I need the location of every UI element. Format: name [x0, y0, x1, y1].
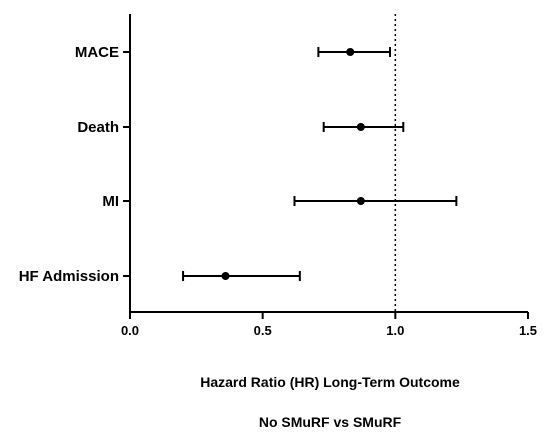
axes: 0.0 0.5 1.0 1.5 MACE Death MI HF Admission [19, 14, 537, 338]
point-estimate-1 [356, 123, 365, 131]
point-estimate-0 [346, 48, 355, 56]
y-tick-label-0: MACE [75, 44, 119, 61]
y-tick-label-2: MI [102, 193, 119, 210]
marks [182, 47, 458, 281]
y-tick-label-1: Death [77, 119, 119, 136]
x-tick-label-2: 1.0 [386, 323, 404, 338]
x-axis-label: Hazard Ratio (HR) Long-Term Outcome [200, 374, 460, 390]
point-estimate-2 [356, 197, 365, 205]
y-tick-label-3: HF Admission [19, 268, 119, 285]
x-axis-sublabel: No SMuRF vs SMuRF [258, 414, 402, 430]
x-tick-label-1: 0.5 [254, 323, 272, 338]
x-tick-label-3: 1.5 [519, 323, 537, 338]
point-estimate-3 [221, 272, 230, 280]
x-tick-label-0: 0.0 [121, 323, 139, 338]
